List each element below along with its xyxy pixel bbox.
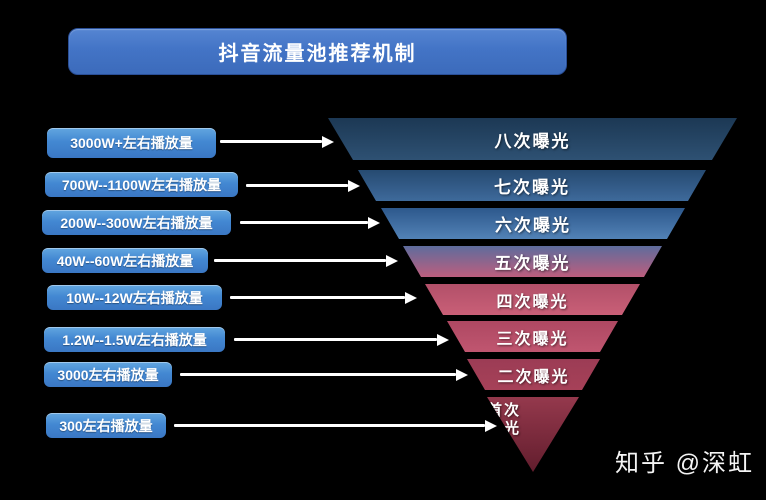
- funnel-level-4: 四次曝光: [425, 284, 640, 315]
- funnel-level-label: 四次曝光: [496, 293, 569, 311]
- plays-label-level-5: 40W--60W左右播放量: [42, 248, 208, 273]
- funnel-level-7: 七次曝光: [358, 170, 706, 201]
- funnel-level-3: 三次曝光: [447, 321, 618, 352]
- plays-label-level-3: 1.2W--1.5W左右播放量: [44, 327, 225, 352]
- funnel-level-label-line1: 首次: [487, 402, 522, 419]
- arrow-icon: [214, 259, 386, 262]
- arrow-icon: [230, 296, 405, 299]
- title-banner: 抖音流量池推荐机制: [68, 28, 567, 75]
- funnel-level-6: 六次曝光: [381, 208, 685, 239]
- funnel-level-2: 二次曝光: [467, 359, 600, 390]
- plays-label-level-2: 3000左右播放量: [44, 362, 172, 387]
- funnel-level-label: 三次曝光: [496, 330, 569, 348]
- funnel-level-label: 五次曝光: [494, 254, 571, 273]
- funnel-level-label: 二次曝光: [497, 368, 570, 386]
- arrow-icon: [234, 338, 437, 341]
- funnel-level-1: 首次 曝光: [487, 397, 579, 472]
- arrow-icon: [220, 140, 322, 143]
- funnel-level-label: 六次曝光: [495, 216, 571, 235]
- funnel-level-8: 八次曝光: [328, 118, 737, 160]
- plays-label-level-8: 3000W+左右播放量: [47, 128, 216, 158]
- arrow-icon: [246, 184, 348, 187]
- funnel-level-5: 五次曝光: [403, 246, 662, 277]
- funnel-level-label: 八次曝光: [494, 131, 571, 151]
- arrow-icon: [240, 221, 368, 224]
- plays-label-level-1: 300左右播放量: [46, 413, 166, 438]
- arrow-icon: [180, 373, 456, 376]
- watermark: 知乎 @深虹: [614, 450, 754, 477]
- funnel-level-label: 七次曝光: [494, 178, 570, 197]
- page-title: 抖音流量池推荐机制: [218, 43, 417, 65]
- plays-label-level-7: 700W--1100W左右播放量: [45, 172, 238, 197]
- arrow-icon: [174, 424, 485, 427]
- plays-label-level-4: 10W--12W左右播放量: [47, 285, 222, 310]
- plays-label-level-6: 200W--300W左右播放量: [42, 210, 231, 235]
